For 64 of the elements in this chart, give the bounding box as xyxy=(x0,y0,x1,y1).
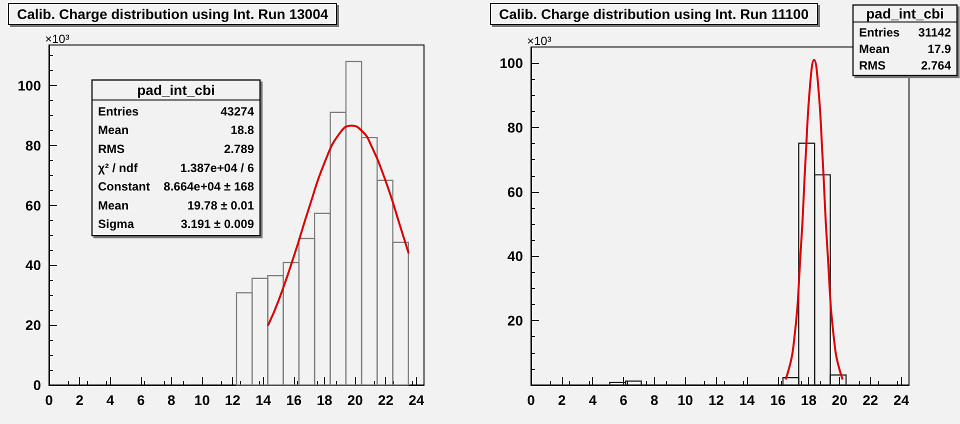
x-tick-label: 10 xyxy=(194,392,210,408)
annotation: 1.387e+04 / 6 xyxy=(180,160,254,175)
annotation: 3.191 ± 0.009 xyxy=(180,217,254,232)
y-tick-label: 40 xyxy=(507,248,524,264)
x-tick-label: 18 xyxy=(316,392,333,408)
x-tick-label: 12 xyxy=(224,392,241,408)
annotation: Sigma xyxy=(98,217,134,232)
y-tick-label: 80 xyxy=(25,137,42,154)
x-tick-label: 0 xyxy=(527,392,536,408)
text: 2.764 xyxy=(920,58,952,72)
text: 31142 xyxy=(918,25,952,40)
annotation: 8.664e+04 ± 168 xyxy=(164,180,254,194)
annotation: ×10³ xyxy=(45,32,70,46)
annotation: Mean xyxy=(859,42,890,56)
x-tick-label: 6 xyxy=(620,392,628,408)
annotation: χ² / ndf xyxy=(98,160,139,175)
text: 17.9 xyxy=(928,42,952,56)
x-tick-label: 4 xyxy=(106,392,114,408)
y-tick-label: 100 xyxy=(18,77,42,94)
annotation: Mean xyxy=(98,123,129,138)
x-tick-label: 6 xyxy=(136,392,145,408)
annotation: pad_int_cbi xyxy=(137,82,215,98)
x-tick-label: 2 xyxy=(76,392,84,408)
x-tick-label: 12 xyxy=(708,392,724,408)
annotation: 2.789 xyxy=(224,142,254,156)
annotation: ×10³ xyxy=(527,34,552,48)
x-tick-label: 0 xyxy=(45,392,54,408)
annotation: Mean xyxy=(98,198,129,212)
y-tick-label: 40 xyxy=(25,257,42,274)
x-tick-label: 22 xyxy=(862,392,878,408)
x-tick-label: 16 xyxy=(770,392,786,408)
x-tick-label: 4 xyxy=(588,392,597,408)
annotation: Entries xyxy=(98,104,140,118)
y-tick-label: 100 xyxy=(500,55,524,72)
y-tick-label: 20 xyxy=(507,312,524,329)
x-tick-label: 20 xyxy=(832,392,848,408)
annotation: Constant xyxy=(98,180,150,194)
x-tick-label: 8 xyxy=(168,392,176,408)
text: Entries xyxy=(859,25,900,40)
x-tick-label: 20 xyxy=(347,392,364,408)
x-tick-label: 14 xyxy=(255,392,272,408)
x-tick-label: 22 xyxy=(378,392,394,408)
text: pad_int_cbi xyxy=(866,6,944,22)
line-series xyxy=(266,124,410,327)
x-tick-label: 2 xyxy=(558,392,566,408)
annotation: 43274 xyxy=(220,104,254,118)
y-tick-label: 60 xyxy=(507,184,524,200)
y-tick-label: 60 xyxy=(25,197,42,214)
x-tick-label: 18 xyxy=(800,392,817,408)
x-tick-label: 10 xyxy=(677,392,694,408)
y-tick-label: 20 xyxy=(25,317,42,334)
y-tick-label: 80 xyxy=(507,119,524,136)
x-tick-label: 24 xyxy=(893,392,910,408)
annotation: 19.78 ± 0.01 xyxy=(187,198,254,212)
x-tick-label: 8 xyxy=(650,392,659,408)
x-tick-label: 24 xyxy=(408,392,424,408)
annotation: RMS xyxy=(859,58,886,72)
annotation: 18.8 xyxy=(230,123,254,138)
y-tick-label: 0 xyxy=(33,377,42,393)
x-tick-label: 16 xyxy=(286,392,302,408)
chart-title: Calib. Charge distribution using Int. Run 13004 xyxy=(17,6,328,22)
annotation: RMS xyxy=(98,142,125,156)
x-tick-label: 14 xyxy=(739,392,755,408)
chart-title: Calib. Charge distribution using Int. Run 11100 xyxy=(499,6,809,22)
